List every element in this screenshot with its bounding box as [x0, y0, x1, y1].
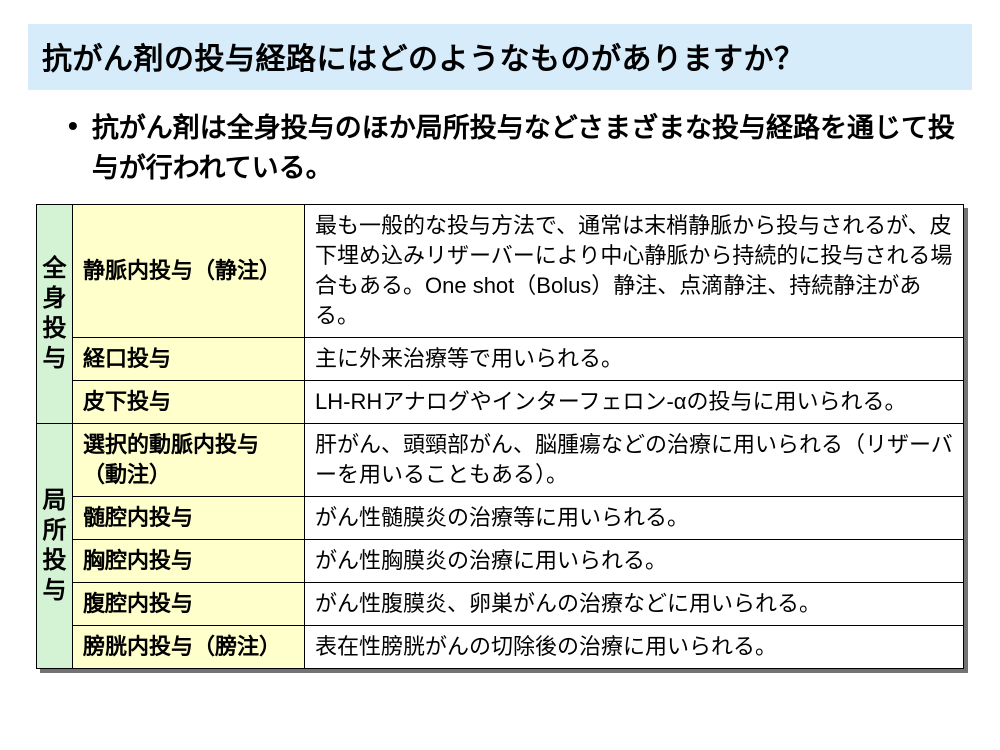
method-cell: 胸腔内投与 [73, 540, 305, 583]
routes-table: 全 身 投 与 静脈内投与（静注） 最も一般的な投与方法で、通常は末梢静脈から投… [36, 204, 964, 669]
slide: 抗がん剤の投与経路にはどのようなものがありますか？ • 抗がん剤は全身投与のほか… [0, 0, 1000, 750]
method-cell: 静脈内投与（静注） [73, 205, 305, 338]
intro-bullet: • 抗がん剤は全身投与のほか局所投与などさまざまな投与経路を通じて投与が行われて… [28, 108, 972, 188]
category-systemic: 全 身 投 与 [37, 205, 73, 424]
desc-cell: 最も一般的な投与方法で、通常は末梢静脈から投与されるが、皮下埋め込みリザーバーに… [305, 205, 964, 338]
table-wrapper: 全 身 投 与 静脈内投与（静注） 最も一般的な投与方法で、通常は末梢静脈から投… [36, 204, 964, 669]
table-row: 全 身 投 与 静脈内投与（静注） 最も一般的な投与方法で、通常は末梢静脈から投… [37, 205, 964, 338]
table-row: 膀胱内投与（膀注） 表在性膀胱がんの切除後の治療に用いられる。 [37, 626, 964, 669]
category-local: 局 所 投 与 [37, 424, 73, 669]
desc-cell: がん性胸膜炎の治療に用いられる。 [305, 540, 964, 583]
desc-cell: 肝がん、頭頸部がん、脳腫瘍などの治療に用いられる（リザーバーを用いることもある）… [305, 424, 964, 497]
page-title: 抗がん剤の投与経路にはどのようなものがありますか？ [42, 34, 958, 78]
desc-cell: がん性髄膜炎の治療等に用いられる。 [305, 497, 964, 540]
desc-cell: 表在性膀胱がんの切除後の治療に用いられる。 [305, 626, 964, 669]
method-cell: 皮下投与 [73, 381, 305, 424]
desc-cell: 主に外来治療等で用いられる。 [305, 338, 964, 381]
desc-cell: がん性腹膜炎、卵巣がんの治療などに用いられる。 [305, 583, 964, 626]
table-row: 経口投与 主に外来治療等で用いられる。 [37, 338, 964, 381]
bullet-dot: • [68, 108, 78, 144]
table-row: 局 所 投 与 選択的動脈内投与（動注） 肝がん、頭頸部がん、脳腫瘍などの治療に… [37, 424, 964, 497]
method-cell: 経口投与 [73, 338, 305, 381]
method-cell: 腹腔内投与 [73, 583, 305, 626]
title-band: 抗がん剤の投与経路にはどのようなものがありますか？ [28, 24, 972, 90]
method-cell: 髄腔内投与 [73, 497, 305, 540]
method-cell: 選択的動脈内投与（動注） [73, 424, 305, 497]
desc-cell: LH-RHアナログやインターフェロン-αの投与に用いられる。 [305, 381, 964, 424]
method-cell: 膀胱内投与（膀注） [73, 626, 305, 669]
intro-text: 抗がん剤は全身投与のほか局所投与などさまざまな投与経路を通じて投与が行われている… [92, 108, 966, 188]
table-row: 胸腔内投与 がん性胸膜炎の治療に用いられる。 [37, 540, 964, 583]
table-row: 髄腔内投与 がん性髄膜炎の治療等に用いられる。 [37, 497, 964, 540]
table-row: 腹腔内投与 がん性腹膜炎、卵巣がんの治療などに用いられる。 [37, 583, 964, 626]
table-row: 皮下投与 LH-RHアナログやインターフェロン-αの投与に用いられる。 [37, 381, 964, 424]
